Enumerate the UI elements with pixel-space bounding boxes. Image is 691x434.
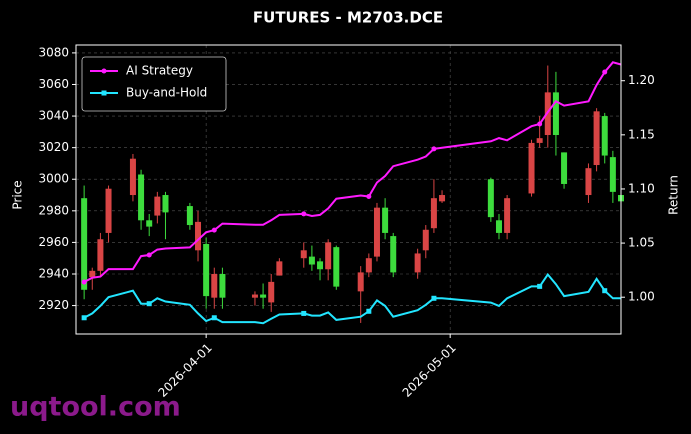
candle-body — [146, 220, 153, 227]
line-marker — [537, 121, 543, 127]
line-marker — [81, 279, 87, 285]
y2-tick-label: 1.05 — [628, 236, 655, 250]
candle-body — [89, 270, 96, 278]
candle-body — [495, 220, 502, 233]
candle-body — [325, 242, 332, 270]
candle-body — [528, 142, 535, 194]
y-tick-label: 3000 — [38, 172, 69, 186]
candle-body — [260, 294, 267, 298]
legend-label: AI Strategy — [126, 64, 193, 78]
candle-body — [186, 206, 193, 226]
watermark: uqtool.com — [10, 392, 181, 423]
candle-body — [422, 229, 429, 251]
y-tick-label: 3080 — [38, 45, 69, 59]
y2-tick-label: 1.10 — [628, 181, 655, 195]
plot-area — [76, 45, 624, 334]
candle-body — [487, 179, 494, 218]
legend-label: Buy-and-Hold — [126, 86, 207, 100]
y2-tick-label: 1.15 — [628, 127, 655, 141]
candle-body — [97, 239, 104, 271]
candle-body — [105, 188, 112, 233]
line-marker — [431, 295, 437, 301]
candle-body — [390, 236, 397, 273]
line-marker — [81, 315, 87, 321]
line-marker — [301, 211, 307, 217]
legend-marker — [101, 68, 107, 74]
line-marker — [146, 252, 152, 258]
candle-body — [585, 168, 592, 196]
candle-body — [536, 138, 543, 143]
y-tick-label: 2960 — [38, 235, 69, 249]
candle-body — [593, 111, 600, 166]
candle-body — [365, 258, 372, 273]
candle-body — [382, 207, 389, 233]
line-marker — [366, 194, 372, 200]
chart-title: FUTURES - M2703.DCE — [253, 9, 443, 27]
candle-body — [308, 256, 315, 265]
y-tick-label: 2940 — [38, 266, 69, 280]
line-marker — [602, 69, 608, 75]
candle-body — [211, 273, 218, 298]
line-marker — [602, 288, 608, 294]
candle-body — [504, 198, 511, 233]
y-tick-label: 3040 — [38, 109, 69, 123]
y2-tick-label: 1.00 — [628, 290, 655, 304]
y2-axis-label: Return — [667, 175, 681, 215]
candle-body — [276, 261, 283, 276]
candle-body — [81, 198, 88, 290]
candle-body — [300, 250, 307, 259]
y-tick-label: 3060 — [38, 77, 69, 91]
line-marker — [431, 146, 437, 152]
candle-body — [609, 157, 616, 192]
candle-body — [162, 195, 169, 213]
candle-body — [414, 253, 421, 273]
line-marker — [211, 227, 217, 233]
candle-body — [552, 92, 559, 136]
candle-body — [219, 273, 226, 298]
line-marker — [366, 308, 372, 314]
candle-body — [317, 261, 324, 270]
y-tick-label: 2920 — [38, 298, 69, 312]
line-series — [83, 272, 621, 325]
y2-tick-label: 1.20 — [628, 73, 655, 87]
candle-body — [333, 247, 340, 287]
candle-body — [430, 198, 437, 229]
candle-body — [251, 294, 258, 298]
plot-frame — [75, 44, 622, 335]
candle-body — [154, 196, 161, 216]
line-marker — [301, 310, 307, 316]
candle-body — [561, 152, 568, 184]
line-marker — [146, 301, 152, 307]
candle-body — [195, 221, 202, 251]
candle-body — [268, 281, 275, 303]
line-marker — [211, 315, 217, 321]
y-tick-label: 2980 — [38, 203, 69, 217]
candle-body — [129, 158, 136, 196]
y-tick-label: 3020 — [38, 140, 69, 154]
candle-body — [439, 195, 446, 202]
line-marker — [537, 283, 543, 289]
candle-body — [138, 174, 145, 221]
candle-body — [373, 207, 380, 257]
candle-body — [357, 272, 364, 292]
y-axis-label: Price — [11, 180, 25, 209]
legend-marker — [101, 90, 107, 96]
candle-body — [203, 243, 210, 297]
line-series — [83, 61, 622, 283]
candle-body — [601, 116, 608, 156]
